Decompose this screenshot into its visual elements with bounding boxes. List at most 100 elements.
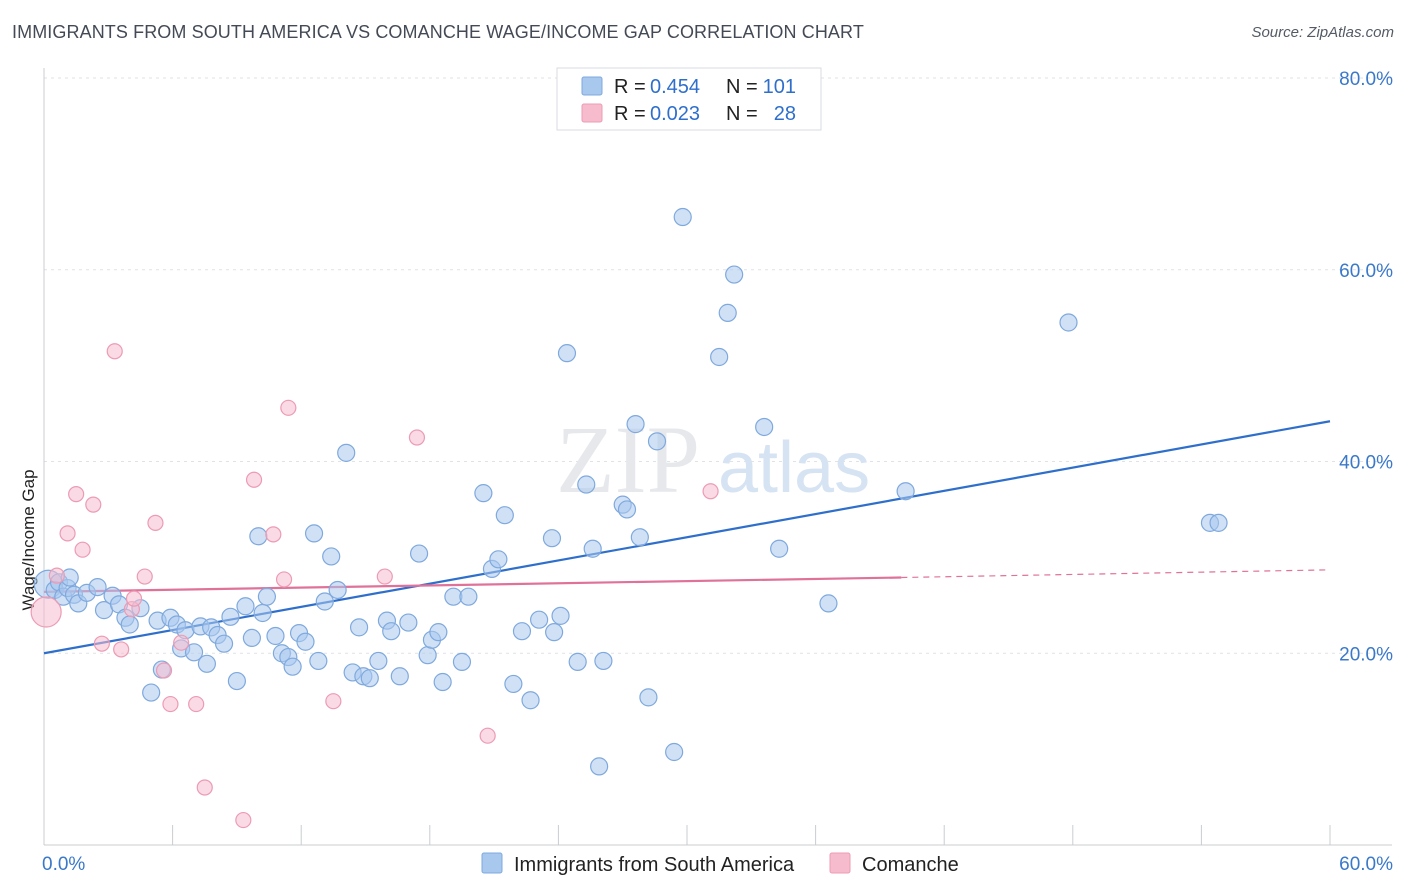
point-comanche-12 <box>155 662 173 679</box>
point-comanche-22 <box>325 693 342 710</box>
point-immigrants-63 <box>452 652 472 671</box>
point-immigrants-79 <box>583 539 602 558</box>
series-immigrants-south-america <box>33 207 1228 776</box>
y-tick-label-80: 80.0% <box>1339 69 1393 90</box>
point-comanche-1 <box>48 567 65 584</box>
trend-line-comanche-extension <box>901 569 1331 579</box>
point-immigrants-96 <box>896 482 915 501</box>
watermark: ZIP atlas <box>556 406 870 513</box>
legend-label-immigrants: Immigrants from South America <box>514 854 795 876</box>
point-immigrants-56 <box>399 613 418 632</box>
point-immigrants-58 <box>418 646 437 665</box>
legend-swatch-comanche <box>829 852 851 874</box>
point-comanche-17 <box>235 811 252 829</box>
point-immigrants-68 <box>495 506 514 525</box>
point-comanche-15 <box>188 695 205 713</box>
point-immigrants-85 <box>630 528 649 547</box>
point-immigrants-43 <box>309 651 328 671</box>
point-immigrants-70 <box>512 622 532 641</box>
point-immigrants-92 <box>725 265 744 284</box>
x-tick-label-0: 0.0% <box>42 854 85 875</box>
point-immigrants-44 <box>315 592 334 611</box>
point-immigrants-49 <box>349 618 369 637</box>
point-immigrants-71 <box>521 691 540 710</box>
point-immigrants-52 <box>369 651 388 671</box>
chart-title: IMMIGRANTS FROM SOUTH AMERICA VS COMANCH… <box>12 22 864 42</box>
point-comanche-2 <box>59 525 76 542</box>
point-immigrants-60 <box>429 623 448 642</box>
point-comanche-24 <box>408 429 426 446</box>
point-comanche-14 <box>173 634 190 651</box>
point-immigrants-91 <box>718 303 737 322</box>
point-comanche-19 <box>265 526 282 543</box>
point-comanche-13 <box>162 695 179 713</box>
point-immigrants-89 <box>673 207 692 227</box>
point-immigrants-61 <box>433 672 452 692</box>
point-immigrants-14 <box>120 615 139 634</box>
stats-legend: R = 0.454 N = 101 R = 0.023 N = 28 <box>556 67 822 131</box>
point-immigrants-81 <box>594 651 613 671</box>
point-immigrants-67 <box>489 550 508 569</box>
point-immigrants-35 <box>257 587 277 606</box>
point-immigrants-46 <box>328 580 347 600</box>
point-immigrants-75 <box>551 606 570 625</box>
y-tick-label-60: 60.0% <box>1339 261 1393 282</box>
point-comanche-20 <box>275 571 293 588</box>
point-immigrants-9 <box>88 577 107 597</box>
point-immigrants-54 <box>382 622 401 641</box>
point-immigrants-77 <box>568 652 587 671</box>
point-immigrants-99 <box>1209 513 1228 532</box>
stats-legend-r-label-pink: R = <box>614 103 646 125</box>
point-immigrants-39 <box>283 657 302 676</box>
point-comanche-25 <box>479 727 496 744</box>
point-immigrants-87 <box>647 432 667 451</box>
point-comanche-3 <box>68 485 85 503</box>
point-immigrants-41 <box>296 632 315 651</box>
point-comanche-21 <box>280 399 297 416</box>
point-comanche-23 <box>376 568 393 585</box>
point-immigrants-94 <box>770 539 789 558</box>
point-immigrants-83 <box>617 500 637 519</box>
point-immigrants-95 <box>819 594 838 613</box>
point-immigrants-74 <box>545 623 564 642</box>
point-comanche-27 <box>125 590 143 607</box>
point-immigrants-73 <box>542 529 562 548</box>
point-immigrants-65 <box>474 484 493 503</box>
point-immigrants-51 <box>360 669 379 688</box>
point-immigrants-76 <box>557 344 577 363</box>
series-comanche <box>30 343 719 829</box>
point-immigrants-86 <box>639 688 658 707</box>
y-tick-label-20: 20.0% <box>1339 644 1393 665</box>
trend-line-comanche <box>43 576 902 593</box>
point-immigrants-32 <box>242 628 262 648</box>
point-comanche-16 <box>196 779 213 796</box>
source-label: Source: ZipAtlas.com <box>1251 24 1394 41</box>
point-immigrants-57 <box>409 544 429 563</box>
point-immigrants-88 <box>665 742 684 762</box>
point-immigrants-25 <box>197 654 216 673</box>
point-immigrants-42 <box>304 524 324 543</box>
point-immigrants-30 <box>227 671 246 691</box>
point-immigrants-80 <box>590 757 609 776</box>
stats-legend-n-label-pink: N = <box>726 103 758 125</box>
point-immigrants-34 <box>253 603 272 623</box>
stats-legend-swatch-pink <box>581 103 603 123</box>
legend-swatch-immigrants <box>481 852 503 874</box>
point-immigrants-69 <box>504 674 523 694</box>
point-comanche-5 <box>85 496 102 513</box>
point-immigrants-90 <box>710 347 729 367</box>
watermark-atlas: atlas <box>718 428 870 508</box>
point-immigrants-45 <box>322 547 341 566</box>
point-comanche-0 <box>30 596 62 628</box>
stats-legend-n-value-pink: 28 <box>774 103 796 125</box>
y-tick-label-40: 40.0% <box>1339 453 1393 474</box>
axes <box>43 68 1392 846</box>
point-immigrants-28 <box>214 634 234 653</box>
point-comanche-4 <box>74 541 91 558</box>
x-tick-label-60: 60.0% <box>1339 854 1393 875</box>
point-comanche-6 <box>93 635 110 652</box>
point-immigrants-93 <box>755 417 774 437</box>
point-immigrants-29 <box>221 607 240 626</box>
point-immigrants-64 <box>459 587 478 606</box>
